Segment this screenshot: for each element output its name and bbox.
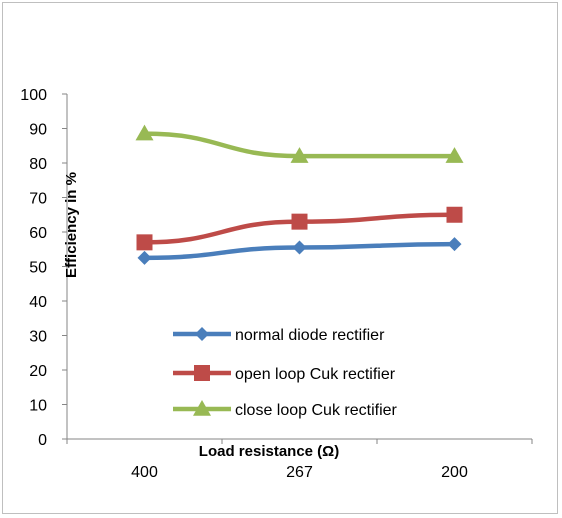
data-point — [290, 147, 309, 163]
data-point — [135, 124, 154, 141]
data-point — [291, 213, 308, 230]
x-tick-label: 267 — [286, 464, 313, 481]
legend-item: normal diode rectifier — [173, 327, 385, 344]
y-tick-label: 90 — [29, 122, 47, 139]
y-tick-label: 100 — [20, 87, 47, 104]
y-axis-title: Efficiency in % — [63, 172, 80, 278]
y-tick-label: 30 — [29, 329, 47, 346]
y-tick-label: 10 — [29, 398, 47, 415]
x-axis-ticks: 400 267 200 — [66, 439, 533, 481]
legend-item: open loop Cuk rectifier — [173, 365, 396, 383]
series-3 — [135, 124, 464, 163]
legend-label: open loop Cuk rectifier — [235, 366, 396, 383]
data-point — [446, 206, 463, 223]
data-point — [136, 234, 153, 251]
y-tick-label: 80 — [29, 156, 47, 173]
data-point — [292, 240, 307, 255]
legend-item: close loop Cuk rectifier — [173, 400, 398, 419]
series-2 — [136, 206, 463, 251]
y-tick-label: 40 — [29, 294, 47, 311]
legend-marker — [193, 400, 211, 416]
y-tick-label: 60 — [29, 225, 47, 242]
series-1 — [137, 237, 462, 265]
legend-marker — [194, 365, 210, 381]
legend: normal diode rectifier open loop Cuk rect… — [173, 327, 398, 419]
data-point — [445, 147, 464, 163]
y-axis-ticks: 0 10 20 30 40 50 60 70 80 90 100 — [20, 87, 67, 449]
x-tick-label: 200 — [441, 464, 468, 481]
data-point — [137, 250, 152, 265]
legend-marker — [195, 327, 209, 341]
x-axis-title: Load resistance (Ω) — [199, 443, 339, 460]
legend-label: close loop Cuk rectifier — [235, 402, 398, 419]
y-tick-label: 20 — [29, 363, 47, 380]
legend-label: normal diode rectifier — [235, 327, 385, 344]
x-tick-label: 400 — [131, 464, 158, 481]
data-point — [447, 237, 462, 252]
series-group — [135, 124, 464, 265]
y-tick-label: 70 — [29, 191, 47, 208]
y-tick-label: 50 — [29, 260, 47, 277]
y-tick-label: 0 — [38, 432, 47, 449]
chart-frame — [2, 2, 558, 514]
